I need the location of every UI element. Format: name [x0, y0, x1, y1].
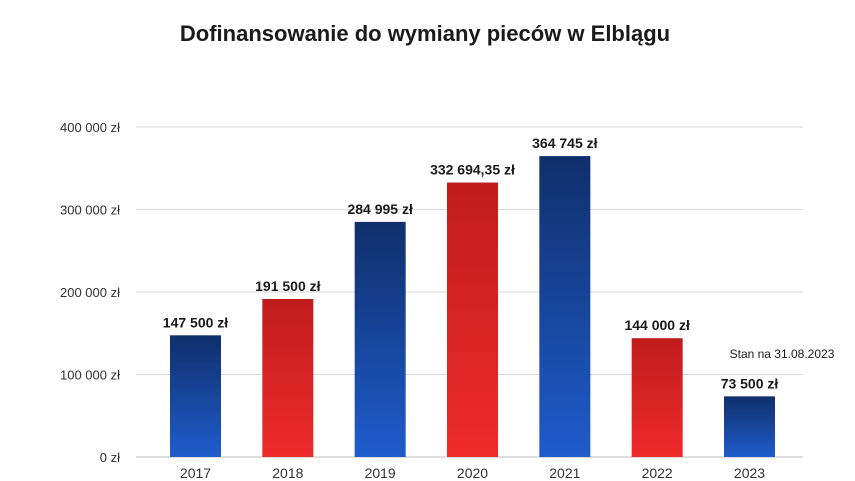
data-label-2019: 284 995 zł — [347, 201, 412, 217]
y-tick-label: 300 000 zł — [60, 203, 120, 218]
annotation-note: Stan na 31.08.2023 — [730, 347, 835, 361]
data-label-2020: 332 694,35 zł — [430, 162, 515, 178]
data-label-2018: 191 500 zł — [255, 278, 320, 294]
x-axis-tick-labels: 2017 2018 2019 2020 2021 2022 2023 — [180, 465, 765, 481]
bar-2020 — [447, 182, 498, 457]
x-tick-label-2019: 2019 — [365, 465, 396, 481]
x-tick-label-2021: 2021 — [549, 465, 580, 481]
data-label-2023: 73 500 zł — [721, 375, 779, 391]
data-label-2021: 364 745 zł — [532, 135, 597, 151]
x-tick-label-2018: 2018 — [272, 465, 303, 481]
y-tick-label: 100 000 zł — [60, 368, 120, 383]
y-tick-label: 0 zł — [100, 450, 120, 465]
x-tick-label-2020: 2020 — [457, 465, 488, 481]
y-tick-label: 200 000 zł — [60, 285, 120, 300]
x-tick-label-2023: 2023 — [734, 465, 765, 481]
bar-2019 — [354, 221, 406, 457]
bar-2021 — [539, 156, 591, 457]
data-labels: 147 500 zł 191 500 zł 284 995 zł 332 694,35… — [163, 135, 779, 391]
bars — [170, 156, 775, 457]
data-label-2022: 144 000 zł — [624, 317, 689, 333]
bar-2023 — [724, 396, 775, 457]
y-tick-label: 400 000 zł — [60, 120, 120, 135]
data-label-2017: 147 500 zł — [163, 314, 228, 330]
bar-2018 — [262, 299, 314, 457]
y-axis-tick-labels: 0 zł 100 000 zł 200 000 zł 300 000 zł 400 00… — [60, 120, 120, 465]
bar-2022 — [631, 338, 683, 457]
bar-2017 — [170, 335, 221, 457]
chart-title: Dofinansowanie do wymiany pieców w Elblą… — [180, 21, 670, 46]
x-tick-label-2022: 2022 — [642, 465, 673, 481]
x-tick-label-2017: 2017 — [180, 465, 211, 481]
